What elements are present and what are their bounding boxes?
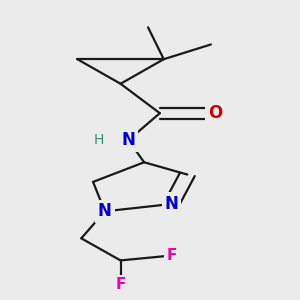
Text: H: H bbox=[94, 133, 104, 147]
Text: N: N bbox=[165, 195, 178, 213]
Text: N: N bbox=[122, 131, 135, 149]
Text: O: O bbox=[208, 104, 222, 122]
Text: F: F bbox=[116, 278, 126, 292]
Text: F: F bbox=[167, 248, 177, 263]
Text: N: N bbox=[98, 202, 112, 220]
